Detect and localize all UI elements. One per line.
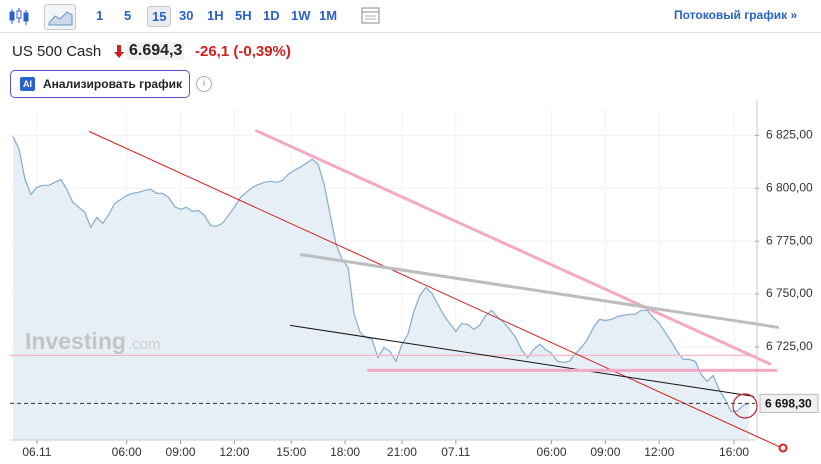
interval-button[interactable]: 5H	[235, 8, 252, 23]
trend-line	[254, 128, 772, 366]
y-tick-label: 6 800,00	[766, 180, 813, 194]
watermark-domain: .com	[128, 336, 161, 353]
trend-line	[289, 324, 754, 397]
x-tick-label: 06:00	[112, 445, 142, 459]
x-tick-label: 18:00	[330, 445, 360, 459]
interval-button[interactable]: 1D	[263, 8, 280, 23]
change: -26,1 (-0,39%)	[195, 43, 291, 60]
area-icon[interactable]	[44, 4, 76, 30]
trend-line	[299, 252, 780, 329]
analyze-label: Анализировать график	[43, 77, 182, 91]
y-tick-label: 6 725,00	[766, 339, 813, 353]
x-tick-label: 09:00	[590, 445, 620, 459]
price: 6.694,3	[127, 42, 185, 60]
x-tick-label: 15:00	[276, 445, 306, 459]
info-icon[interactable]: i	[196, 76, 212, 92]
area	[12, 136, 750, 440]
toolbar: 1 5 15 30 1H 5H 1D 1W 1M Потоковый график »	[0, 0, 821, 33]
interval-button[interactable]: 15	[147, 6, 172, 27]
x-tick-label: 09:00	[166, 445, 196, 459]
down-arrow	[114, 45, 124, 58]
ai-badge: AI	[20, 77, 35, 91]
line-handle	[778, 443, 788, 453]
candle-icon[interactable]	[4, 4, 34, 28]
x-tick-label: 06.11	[22, 445, 51, 459]
x-tick-label: 06:00	[537, 445, 567, 459]
interval-button[interactable]: 1H	[207, 8, 224, 23]
x-tick-label: 16:00	[719, 445, 749, 459]
analyze-button[interactable]: AI Анализировать график	[10, 70, 190, 98]
stream-link[interactable]: Потоковый график »	[674, 8, 798, 22]
interval-button[interactable]: 30	[179, 8, 194, 23]
x-tick-label: 21:00	[387, 445, 417, 459]
y-tick-label: 6 775,00	[766, 233, 813, 247]
highlight-circle	[732, 393, 758, 419]
current-price-box	[759, 393, 819, 413]
interval-button[interactable]: 1	[96, 8, 104, 23]
layout-icon[interactable]	[360, 6, 382, 26]
watermark: Investing .com	[25, 328, 161, 354]
x-tick-label: 12:00	[644, 445, 674, 459]
interval-button[interactable]: 1M	[319, 8, 338, 23]
y-tick-label: 6 825,00	[766, 128, 813, 142]
watermark-brand: Investing	[25, 328, 126, 354]
price-line	[12, 136, 750, 412]
interval-button[interactable]: 1W	[291, 8, 311, 23]
interval-button[interactable]: 5	[124, 8, 132, 23]
instrument: US 500 Cash	[12, 43, 102, 60]
x-tick-label: 07.11	[441, 445, 470, 459]
x-tick-label: 12:00	[219, 445, 249, 459]
y-tick-label: 6 750,00	[766, 286, 813, 300]
trend-line	[88, 130, 780, 448]
current-price-label: 6 698,30	[765, 397, 812, 411]
